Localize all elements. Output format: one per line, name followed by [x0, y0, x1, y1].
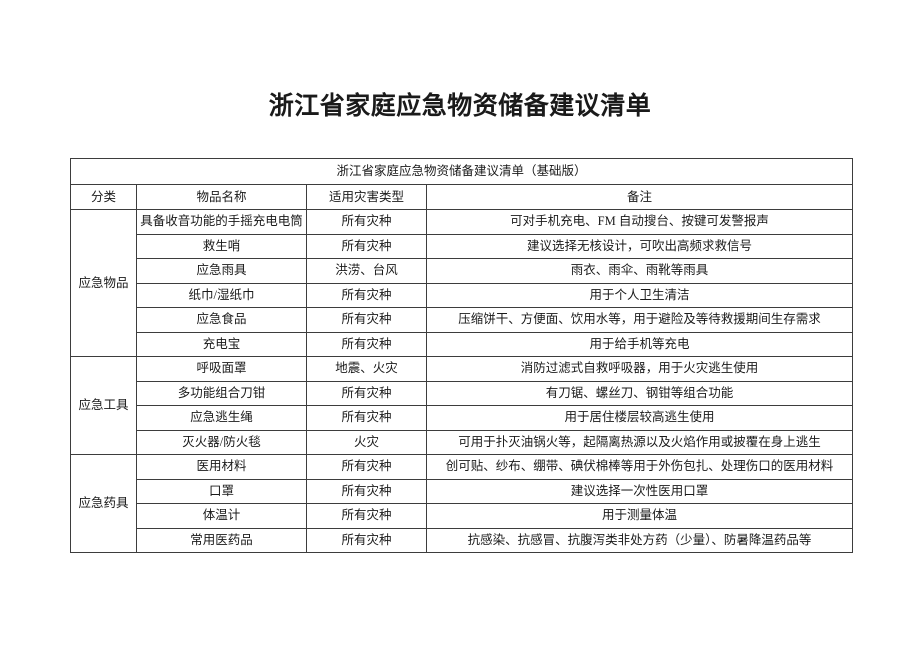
- category-cell-tools: 应急工具: [70, 356, 137, 455]
- disaster-cell: 地震、火灾: [306, 356, 427, 382]
- table-row: 应急物品 具备收音功能的手摇充电电筒 所有灾种 可对手机充电、FM 自动搜台、按…: [70, 209, 854, 357]
- item-name-cell: 体温计: [136, 503, 307, 529]
- note-cell: 可对手机充电、FM 自动搜台、按键可发警报声: [425, 209, 854, 235]
- disaster-cell: 所有灾种: [306, 209, 427, 235]
- note-cell: 消防过滤式自救呼吸器，用于火灾逃生使用: [425, 356, 854, 382]
- table-row: 应急药具 医用材料 所有灾种 创可贴、纱布、绷带、碘伏棉棒等用于外伤包扎、处理伤…: [70, 454, 854, 553]
- note-cell: 用于测量体温: [425, 503, 854, 529]
- column-header-name: 物品名称: [136, 184, 307, 210]
- disaster-cell: 所有灾种: [306, 307, 427, 333]
- table-caption: 浙江省家庭应急物资储备建议清单（基础版）: [69, 158, 854, 185]
- note-cell: 建议选择无核设计，可吹出高频求救信号: [425, 233, 854, 259]
- category-cell-medical: 应急药具: [70, 454, 137, 553]
- note-cell: 用于个人卫生清洁: [425, 282, 854, 308]
- note-cell: 可用于扑灭油锅火等，起隔离热源以及火焰作用或披覆在身上逃生: [425, 429, 854, 455]
- table-caption-row: 浙江省家庭应急物资储备建议清单（基础版）: [69, 158, 854, 185]
- disaster-cell: 所有灾种: [306, 527, 427, 553]
- table-row: 体温计 所有灾种 用于测量体温: [71, 503, 854, 529]
- table-row: 应急雨具 洪涝、台风 雨衣、雨伞、雨靴等雨具: [71, 258, 854, 284]
- item-name-cell: 医用材料: [136, 454, 307, 480]
- note-cell: 建议选择一次性医用口罩: [425, 478, 854, 504]
- note-cell: 用于给手机等充电: [425, 331, 854, 357]
- item-name-cell: 呼吸面罩: [136, 356, 307, 382]
- disaster-cell: 所有灾种: [306, 331, 427, 357]
- note-cell: 有刀锯、螺丝刀、钢钳等组合功能: [425, 380, 854, 406]
- table-row: 口罩 所有灾种 建议选择一次性医用口罩: [71, 478, 854, 504]
- table-row: 救生哨 所有灾种 建议选择无核设计，可吹出高频求救信号: [71, 233, 854, 259]
- column-header-disaster: 适用灾害类型: [306, 184, 427, 210]
- item-name-cell: 灭火器/防火毯: [136, 429, 307, 455]
- table-row: 应急逃生绳 所有灾种 用于居住楼层较高逃生使用: [71, 405, 854, 431]
- table-row: 应急食品 所有灾种 压缩饼干、方便面、饮用水等，用于避险及等待救援期间生存需求: [71, 307, 854, 333]
- disaster-cell: 火灾: [306, 429, 427, 455]
- disaster-cell: 所有灾种: [306, 233, 427, 259]
- disaster-cell: 所有灾种: [306, 454, 427, 480]
- item-name-cell: 应急逃生绳: [136, 405, 307, 431]
- table-row: 常用医药品 所有灾种 抗感染、抗感冒、抗腹泻类非处方药（少量）、防暑降温药品等: [71, 527, 854, 553]
- item-name-cell: 多功能组合刀钳: [136, 380, 307, 406]
- table-row: 多功能组合刀钳 所有灾种 有刀锯、螺丝刀、钢钳等组合功能: [71, 380, 854, 406]
- item-name-cell: 纸巾/湿纸巾: [136, 282, 307, 308]
- note-cell: 用于居住楼层较高逃生使用: [425, 405, 854, 431]
- note-cell: 压缩饼干、方便面、饮用水等，用于避险及等待救援期间生存需求: [425, 307, 854, 333]
- disaster-cell: 所有灾种: [306, 282, 427, 308]
- item-name-cell: 常用医药品: [136, 527, 307, 553]
- note-cell: 抗感染、抗感冒、抗腹泻类非处方药（少量）、防暑降温药品等: [425, 527, 854, 553]
- item-name-cell: 应急雨具: [136, 258, 307, 284]
- table-row: 灭火器/防火毯 火灾 可用于扑灭油锅火等，起隔离热源以及火焰作用或披覆在身上逃生: [71, 429, 854, 455]
- table-row: 应急工具 呼吸面罩 地震、火灾 消防过滤式自救呼吸器，用于火灾逃生使用: [70, 356, 854, 455]
- disaster-cell: 所有灾种: [306, 380, 427, 406]
- column-header-note: 备注: [425, 184, 854, 210]
- item-name-cell: 具备收音功能的手摇充电电筒: [136, 209, 307, 235]
- category-cell-supplies: 应急物品: [70, 209, 137, 357]
- column-header-category: 分类: [70, 184, 137, 210]
- table-row: 纸巾/湿纸巾 所有灾种 用于个人卫生清洁: [71, 282, 854, 308]
- disaster-cell: 所有灾种: [306, 478, 427, 504]
- item-name-cell: 充电宝: [136, 331, 307, 357]
- item-name-cell: 口罩: [136, 478, 307, 504]
- item-name-cell: 救生哨: [136, 233, 307, 259]
- supplies-table: 浙江省家庭应急物资储备建议清单（基础版） 分类 物品名称 适用灾害类型 备注 应…: [69, 158, 854, 553]
- page-title: 浙江省家庭应急物资储备建议清单: [268, 93, 652, 120]
- item-name-cell: 应急食品: [136, 307, 307, 333]
- note-cell: 创可贴、纱布、绷带、碘伏棉棒等用于外伤包扎、处理伤口的医用材料: [425, 454, 854, 480]
- table-row: 充电宝 所有灾种 用于给手机等充电: [71, 331, 854, 357]
- note-cell: 雨衣、雨伞、雨靴等雨具: [425, 258, 854, 284]
- disaster-cell: 洪涝、台风: [306, 258, 427, 284]
- table-header-row: 分类 物品名称 适用灾害类型 备注: [70, 184, 854, 210]
- disaster-cell: 所有灾种: [306, 405, 427, 431]
- disaster-cell: 所有灾种: [306, 503, 427, 529]
